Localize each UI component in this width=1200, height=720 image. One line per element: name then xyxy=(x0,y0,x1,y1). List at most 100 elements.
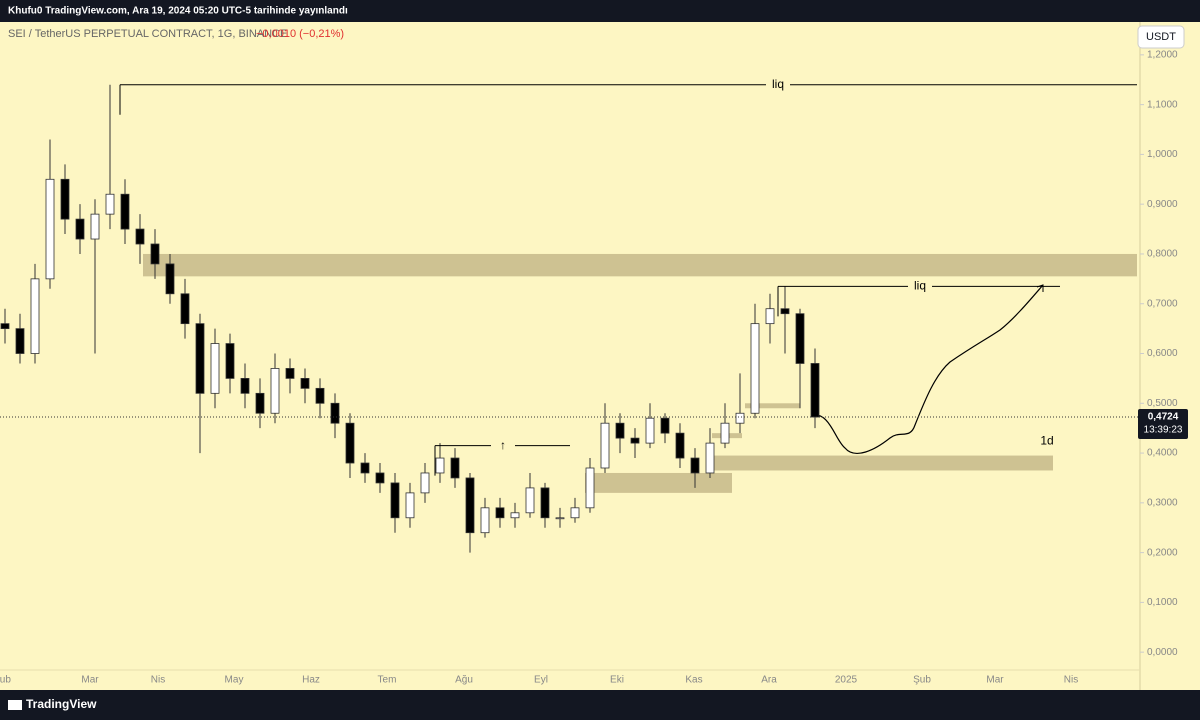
x-tick-label: Kas xyxy=(685,675,702,686)
candle-body xyxy=(765,308,775,325)
y-tick-label: 0,9000 xyxy=(1147,199,1178,210)
footer-brand: TradingView xyxy=(26,697,97,711)
countdown: 13:39:23 xyxy=(1144,425,1183,436)
candle-body xyxy=(255,392,265,414)
candle-body xyxy=(735,412,745,424)
plot-background xyxy=(0,22,1200,690)
candle-body xyxy=(180,293,190,325)
candle-body xyxy=(630,437,640,444)
x-tick-label: Şub xyxy=(0,675,11,686)
x-tick-label: May xyxy=(225,675,244,686)
candle-body xyxy=(390,482,400,519)
candle-body xyxy=(195,323,205,394)
currency-label[interactable]: USDT xyxy=(1146,31,1176,43)
last-price-label: 0,4724 xyxy=(1148,412,1179,423)
level-label: liq xyxy=(772,77,784,91)
candle-body xyxy=(330,402,340,424)
candle-body xyxy=(150,243,160,265)
x-tick-label: Eyl xyxy=(534,675,548,686)
candle-body xyxy=(525,487,535,514)
candle-body xyxy=(15,328,25,354)
zone-label: 1d xyxy=(1040,434,1053,448)
candle-body xyxy=(105,193,115,215)
y-tick-label: 1,1000 xyxy=(1147,99,1178,110)
x-tick-label: 2025 xyxy=(835,675,858,686)
candle-body xyxy=(810,363,820,418)
candle-body xyxy=(435,457,445,474)
y-tick-label: 0,4000 xyxy=(1147,448,1178,459)
zone xyxy=(745,403,800,409)
candle-body xyxy=(510,512,520,519)
candle-body xyxy=(405,492,415,519)
candle-body xyxy=(315,387,325,404)
credit: Khufu0 TradingView.com, Ara 19, 2024 05:… xyxy=(8,6,348,17)
candle-body xyxy=(795,313,805,364)
level-label: ↑ xyxy=(500,438,506,452)
y-tick-label: 0,3000 xyxy=(1147,497,1178,508)
zone xyxy=(707,455,1053,471)
candle-body xyxy=(570,507,580,519)
candle-body xyxy=(450,457,460,479)
candle-body xyxy=(375,472,385,484)
y-tick-label: 0,8000 xyxy=(1147,249,1178,260)
candle-body xyxy=(90,213,100,240)
candle-body xyxy=(600,422,610,469)
x-tick-label: Nis xyxy=(1064,675,1078,686)
x-tick-label: Şub xyxy=(913,675,931,686)
candle-body xyxy=(420,472,430,494)
candle-body xyxy=(660,417,670,434)
candle-body xyxy=(480,507,490,534)
projection-path xyxy=(811,284,1044,454)
y-tick-label: 1,2000 xyxy=(1147,49,1178,60)
y-tick-label: 1,0000 xyxy=(1147,149,1178,160)
level-label: liq xyxy=(914,278,926,292)
y-tick-label: 0,0000 xyxy=(1147,647,1178,658)
candle-body xyxy=(705,442,715,474)
candle-body xyxy=(0,323,10,330)
candle-body xyxy=(300,377,310,389)
candle-body xyxy=(675,432,685,459)
zone xyxy=(143,253,1137,277)
candle-body xyxy=(645,417,655,444)
candle-body xyxy=(75,218,85,240)
candle-body xyxy=(45,178,55,280)
candle-body xyxy=(780,308,790,315)
candle-body xyxy=(465,477,475,534)
footer xyxy=(0,690,1200,720)
x-tick-label: Nis xyxy=(151,675,165,686)
x-tick-label: Haz xyxy=(302,675,320,686)
candle-body xyxy=(285,368,295,379)
price-change: −0,0010 (−0,21%) xyxy=(256,28,344,40)
logo-mark xyxy=(8,700,22,710)
y-tick-label: 0,2000 xyxy=(1147,547,1178,558)
candle-body xyxy=(360,462,370,474)
currency-button[interactable] xyxy=(1137,25,1185,49)
candle-body xyxy=(165,263,175,295)
x-tick-label: Eki xyxy=(610,675,624,686)
candle-body xyxy=(720,422,730,444)
x-tick-label: Tem xyxy=(378,675,397,686)
last-price-box xyxy=(1138,409,1188,440)
candle-body xyxy=(690,457,700,474)
y-tick-label: 0,1000 xyxy=(1147,597,1178,608)
candle-body xyxy=(240,377,250,394)
candle-body xyxy=(750,323,760,414)
x-tick-label: Mar xyxy=(81,675,99,686)
y-tick-label: 0,7000 xyxy=(1147,298,1178,309)
candle-body xyxy=(210,343,220,394)
symbol-title: SEI / TetherUS PERPETUAL CONTRACT, 1G, B… xyxy=(8,28,287,40)
candle-body xyxy=(270,368,280,414)
candle-body xyxy=(585,467,595,509)
candle-body xyxy=(555,517,565,520)
candle-body xyxy=(60,178,70,220)
candle-body xyxy=(120,193,130,230)
x-tick-label: Mar xyxy=(986,675,1004,686)
candle-body xyxy=(495,507,505,519)
x-tick-label: Ara xyxy=(761,675,777,686)
candle-body xyxy=(615,422,625,439)
candle-body xyxy=(345,422,355,464)
y-tick-label: 0,6000 xyxy=(1147,348,1178,359)
candle-body xyxy=(540,487,550,519)
